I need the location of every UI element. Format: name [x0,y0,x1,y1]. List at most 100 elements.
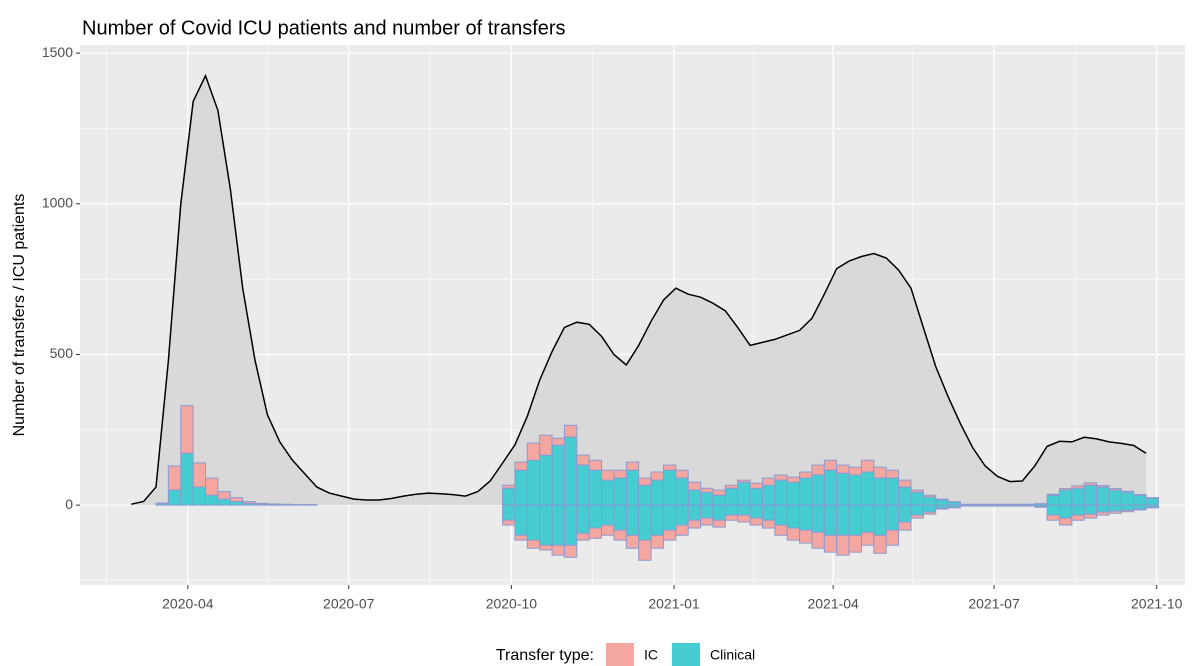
bar-segment [502,484,516,489]
bar-segment [885,469,900,479]
bar-segment [1120,504,1135,511]
bar-segment [1145,497,1159,506]
bar-segment [1145,497,1159,499]
bar-segment [1096,504,1110,513]
bar-segment [687,504,702,521]
bar-segment [601,479,615,506]
bar-segment [650,479,664,506]
legend: Transfer type: IC Clinical [496,643,755,666]
bar-segment [650,504,664,536]
bar-segment [836,464,850,474]
plot [131,73,1159,561]
bar-segment [786,527,801,541]
bar-segment [1046,493,1060,496]
bar-segment [873,504,887,536]
bar-segment [959,504,974,507]
bar-segment [1058,504,1073,519]
bar-segment [502,504,516,521]
bar-segment [823,469,838,506]
bar-segment [786,504,801,529]
bar-segment [563,436,578,506]
bar-segment [1046,514,1060,521]
y-tick-label: 1500 [42,44,73,60]
x-tick-label: 2021-10 [1131,596,1183,612]
bar-segment [1096,485,1110,488]
bar-segment [836,472,850,506]
bar-segment [712,504,726,521]
y-tick-label: 500 [50,345,74,361]
bar-segment [774,524,788,536]
legend-key [671,643,700,666]
bar-segment [1058,517,1073,526]
bar-segment [192,486,207,506]
bar-segment [947,506,961,509]
bar-segment [898,486,912,506]
bar-segment [922,511,937,515]
bar-segment [712,519,726,528]
bar-segment [588,469,603,506]
bar-segment [761,519,776,529]
bar-segment [1133,494,1147,496]
bar-segment [502,487,516,506]
bar-segment [935,499,949,506]
y-tick-label: 0 [65,496,73,512]
bar-segment [910,489,924,493]
bar-segment [799,477,813,506]
bar-segment [922,504,937,513]
bar-segment [601,504,615,526]
bar-segment [1009,504,1023,507]
bar-segment [848,534,862,553]
bar-segment [848,504,862,536]
legend-title: Transfer type: [496,647,594,664]
bar-segment [563,544,578,558]
chart-title: Number of Covid ICU patients and number … [82,17,566,39]
x-tick-label: 2021-04 [807,596,859,612]
bar-segment [724,484,739,489]
bar-segment [675,477,689,506]
bar-segment [502,519,516,526]
bar-segment [576,464,590,506]
bar-segment [1071,504,1085,516]
bar-segment [675,524,689,536]
bar-segment [1096,511,1110,516]
bar-segment [935,507,949,510]
bar-segment [1071,485,1085,489]
bar-segment [700,487,714,493]
bar-segment [873,477,887,506]
bar-segment [514,534,528,541]
x-tick-label: 2021-01 [648,596,700,612]
bar-segment [638,484,652,506]
bar-segment [539,434,553,456]
bar-segment [526,459,541,506]
bar-segment [588,527,603,539]
bar-segment [712,494,726,506]
bar-segment [625,469,640,506]
bar-segment [1083,513,1098,519]
bar-segment [650,471,664,481]
bar-segment [205,477,219,496]
bar-segment [167,489,182,506]
bar-segment [675,504,689,526]
bar-segment [898,479,912,488]
bar-segment [638,477,652,486]
bar-segment [972,504,986,507]
bar-segment [774,474,788,481]
bar-segment [935,498,949,501]
bar-segment [229,497,244,503]
bar-segment [700,491,714,506]
bar-segment [551,544,565,556]
bar-segment [761,484,776,506]
bar-segment [551,504,565,546]
bar-segment [1058,489,1073,506]
bar-segment [526,504,541,541]
bar-segment [1046,494,1060,506]
bar-segment [1083,504,1098,515]
bar-segment [848,466,862,476]
axes: 0 500 1000 1500 2020-04 2020-07 2020-10 2021-01… [42,44,1183,612]
bar-segment [687,519,702,529]
bar-segment [1133,504,1147,510]
bar-segment [551,437,565,446]
bar-segment [601,524,615,536]
bar-segment [1108,488,1122,491]
